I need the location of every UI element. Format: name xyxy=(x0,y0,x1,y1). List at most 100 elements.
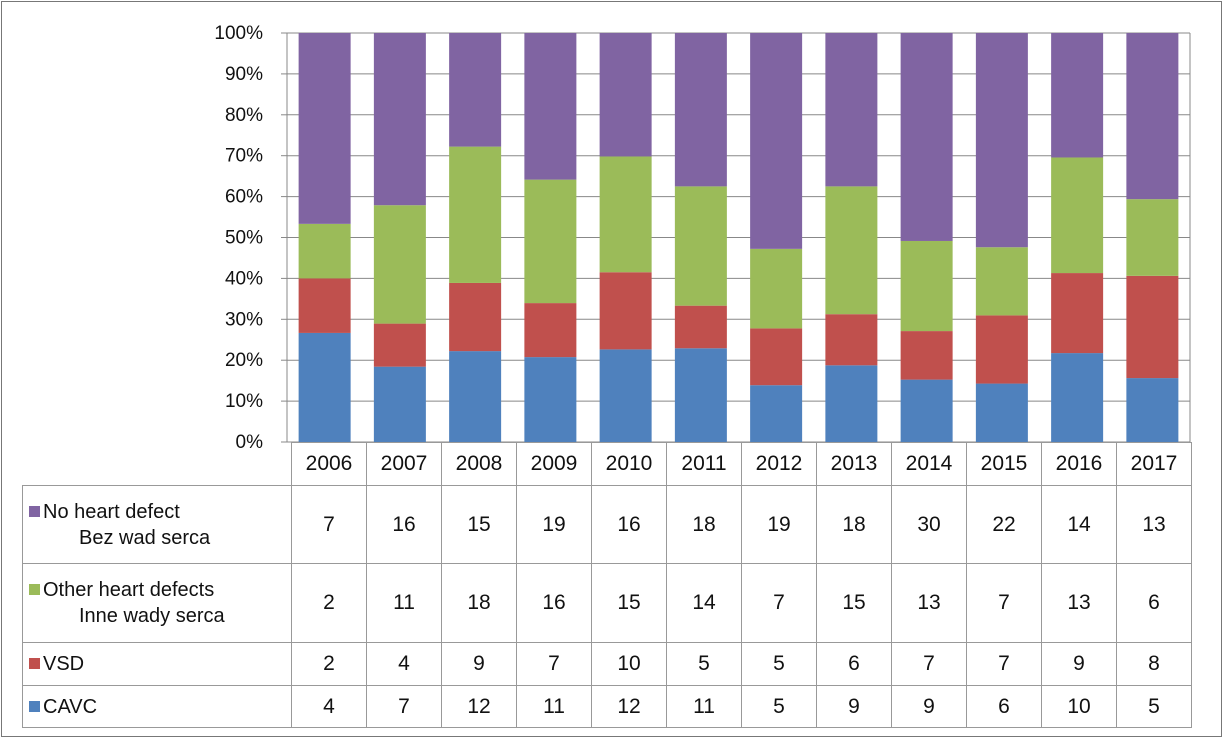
bar-no-heart-defect-2014 xyxy=(900,33,953,241)
y-tick-label: 90% xyxy=(225,64,263,85)
series-name: Other heart defects xyxy=(43,579,215,601)
data-cell: 9 xyxy=(891,685,967,728)
series-name: CAVC xyxy=(43,695,98,718)
y-tick-label: 100% xyxy=(214,23,263,44)
bar-vsd-2010 xyxy=(599,272,652,350)
bar-cavc-2017 xyxy=(1126,378,1179,442)
bar-vsd-2008 xyxy=(449,282,502,352)
data-cell: 7 xyxy=(741,563,817,643)
bar-other-heart-defects-2014 xyxy=(900,240,953,332)
bar-vsd-2015 xyxy=(975,315,1028,384)
bar-vsd-2014 xyxy=(900,331,953,380)
y-tick-label: 30% xyxy=(225,309,263,330)
y-tick-label: 50% xyxy=(225,228,263,249)
bar-vsd-2009 xyxy=(524,303,577,358)
series-name-polish: Bez wad serca xyxy=(79,526,211,549)
year-header: 2014 xyxy=(891,442,967,486)
year-header: 2015 xyxy=(966,442,1042,486)
data-cell: 15 xyxy=(591,563,667,643)
data-cell: 11 xyxy=(366,563,442,643)
bar-no-heart-defect-2007 xyxy=(373,33,426,206)
year-header: 2007 xyxy=(366,442,442,486)
bar-no-heart-defect-2015 xyxy=(975,33,1028,248)
legend-label: No heart defect Bez wad serca xyxy=(22,485,292,564)
legend-label: CAVC xyxy=(22,685,292,728)
table-row: VSD 2 4 9 7 10 5 5 6 7 7 9 8 xyxy=(22,642,1192,686)
y-tick-label: 70% xyxy=(225,146,263,167)
bar-no-heart-defect-2016 xyxy=(1051,33,1104,158)
data-cell: 12 xyxy=(591,685,667,728)
legend-swatch xyxy=(29,584,40,595)
bar-no-heart-defect-2008 xyxy=(449,33,502,147)
bar-other-heart-defects-2009 xyxy=(524,179,577,304)
bar-vsd-2012 xyxy=(750,328,803,386)
data-table: 2006 2007 2008 2009 2010 2011 2012 2013 2014 2015… xyxy=(22,442,1192,728)
data-cell: 5 xyxy=(741,642,817,686)
bar-vsd-2017 xyxy=(1126,275,1179,379)
data-cell: 15 xyxy=(441,485,517,564)
bar-cavc-2008 xyxy=(449,351,502,442)
year-header: 2017 xyxy=(1116,442,1192,486)
data-cell: 19 xyxy=(741,485,817,564)
legend-label: Other heart defects Inne wady serca xyxy=(22,563,292,643)
series-name: No heart defect xyxy=(43,500,180,523)
bar-vsd-2013 xyxy=(825,314,878,366)
year-header: 2010 xyxy=(591,442,667,486)
data-cell: 14 xyxy=(666,563,742,643)
table-row: No heart defect Bez wad serca 7 16 15 19 16 18 1… xyxy=(22,485,1192,564)
data-cell: 9 xyxy=(1041,642,1117,686)
bar-other-heart-defects-2010 xyxy=(599,156,652,273)
data-cell: 11 xyxy=(666,685,742,728)
table-corner xyxy=(22,442,292,486)
year-header: 2008 xyxy=(441,442,517,486)
bar-other-heart-defects-2008 xyxy=(449,146,502,283)
table-row: CAVC 4 7 12 11 12 11 5 9 9 6 10 5 xyxy=(22,685,1192,728)
bar-no-heart-defect-2017 xyxy=(1126,33,1179,200)
bar-cavc-2011 xyxy=(674,348,727,442)
legend-swatch xyxy=(29,658,40,669)
bar-other-heart-defects-2007 xyxy=(373,205,426,324)
data-cell: 7 xyxy=(966,563,1042,643)
data-cell: 5 xyxy=(666,642,742,686)
data-cell: 10 xyxy=(1041,685,1117,728)
data-cell: 16 xyxy=(516,563,592,643)
bar-no-heart-defect-2013 xyxy=(825,33,878,187)
data-cell: 18 xyxy=(441,563,517,643)
data-cell: 18 xyxy=(816,485,892,564)
data-cell: 2 xyxy=(291,642,367,686)
data-cell: 16 xyxy=(366,485,442,564)
year-header: 2006 xyxy=(291,442,367,486)
y-tick-label: 20% xyxy=(225,350,263,371)
y-tick-label: 10% xyxy=(225,391,263,412)
bar-vsd-2007 xyxy=(373,323,426,367)
data-cell: 7 xyxy=(966,642,1042,686)
data-cell: 19 xyxy=(516,485,592,564)
bar-other-heart-defects-2013 xyxy=(825,186,878,315)
data-cell: 9 xyxy=(441,642,517,686)
data-cell: 6 xyxy=(966,685,1042,728)
bar-cavc-2006 xyxy=(298,332,351,442)
bar-cavc-2010 xyxy=(599,349,652,442)
series-name-polish: Inne wady serca xyxy=(79,605,225,627)
data-cell: 16 xyxy=(591,485,667,564)
data-cell: 13 xyxy=(891,563,967,643)
data-cell: 6 xyxy=(1116,563,1192,643)
bar-cavc-2014 xyxy=(900,379,953,442)
bar-other-heart-defects-2011 xyxy=(674,186,727,306)
data-cell: 7 xyxy=(366,685,442,728)
bar-cavc-2009 xyxy=(524,357,577,442)
bar-other-heart-defects-2015 xyxy=(975,247,1028,316)
data-cell: 9 xyxy=(816,685,892,728)
data-cell: 15 xyxy=(816,563,892,643)
data-cell: 8 xyxy=(1116,642,1192,686)
bar-other-heart-defects-2012 xyxy=(750,248,803,329)
year-header: 2016 xyxy=(1041,442,1117,486)
data-cell: 4 xyxy=(366,642,442,686)
data-cell: 13 xyxy=(1116,485,1192,564)
bar-cavc-2016 xyxy=(1051,353,1104,442)
y-tick-label: 60% xyxy=(225,187,263,208)
year-header: 2011 xyxy=(666,442,742,486)
data-cell: 11 xyxy=(516,685,592,728)
